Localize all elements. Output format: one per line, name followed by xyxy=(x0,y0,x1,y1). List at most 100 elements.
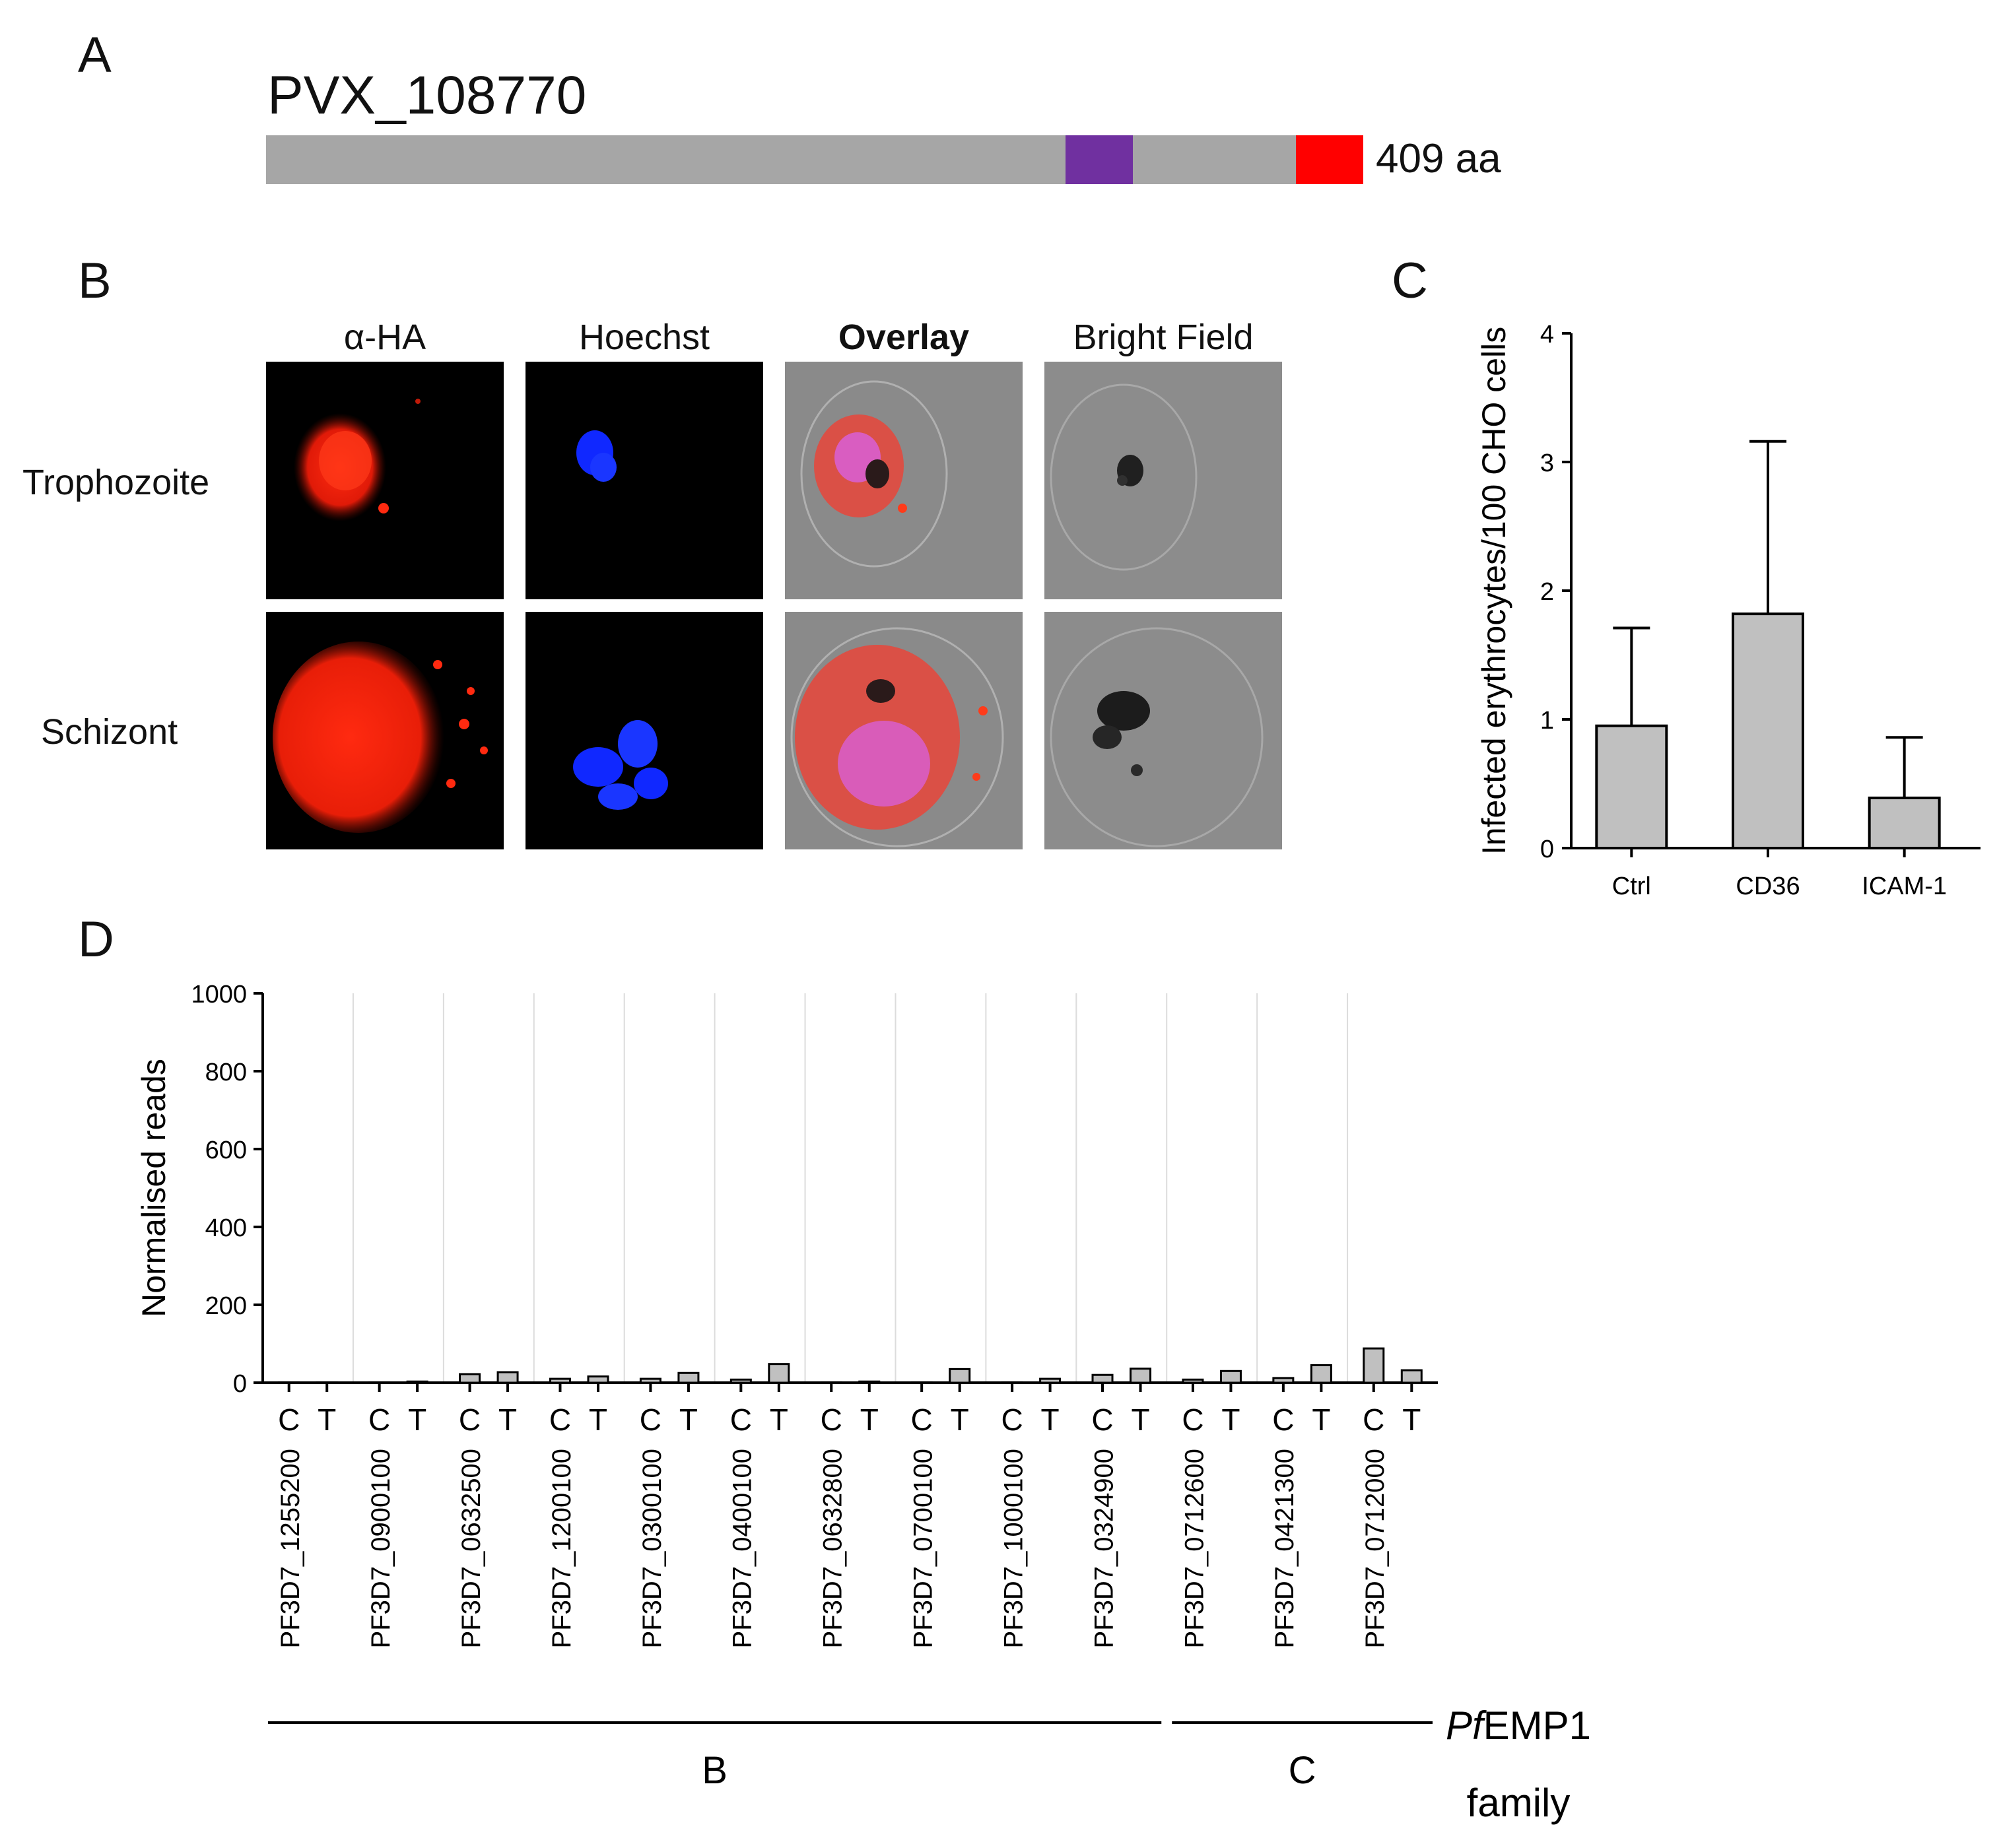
chart-c-ytick-label: 0 xyxy=(1540,836,1554,863)
chart-c-ylabel: Infected erythrocytes/100 CHO cells xyxy=(1475,327,1512,855)
chart-d-sub-label: C xyxy=(278,1402,300,1437)
chart-d-sub-label: C xyxy=(1182,1402,1203,1437)
chart-c-bar xyxy=(1732,612,1804,849)
chart-d-gene-label: PF3D7_0632500 xyxy=(457,1449,486,1648)
image-schizont-alpha-ha xyxy=(266,612,504,849)
chart-d-bar xyxy=(1363,1347,1385,1384)
chart-d-sub-label: T xyxy=(318,1402,336,1437)
chart-d-bar xyxy=(858,1380,881,1384)
chart-d-sub-label: T xyxy=(860,1402,879,1437)
chart-d-bar xyxy=(1130,1368,1152,1384)
image-trophozoite-hoechst xyxy=(525,362,763,599)
chart-d-bar xyxy=(677,1371,700,1384)
protein-domain-2 xyxy=(1296,135,1363,184)
chart-d-gene-label: PF3D7_0700100 xyxy=(909,1449,938,1648)
chart-d-sub-label: T xyxy=(1312,1402,1330,1437)
image-trophozoite-bright-field xyxy=(1044,362,1282,599)
chart-d-bar xyxy=(496,1371,519,1384)
chart-d-sub-label: C xyxy=(911,1402,933,1437)
chart-d-bar xyxy=(1272,1377,1295,1384)
chart-d-sub-label: T xyxy=(1221,1402,1240,1437)
chart-d-bar xyxy=(1219,1370,1242,1384)
chart-d-gene-label: PF3D7_0324900 xyxy=(1089,1449,1118,1648)
col-header-alpha-ha: α-HA xyxy=(343,317,426,357)
chart-c-category-label: CD36 xyxy=(1736,873,1800,900)
chart-d-gene-label: PF3D7_1200100 xyxy=(547,1449,576,1648)
image-schizont-bright-field xyxy=(1044,612,1282,849)
image-schizont-hoechst xyxy=(525,612,763,849)
protein-domain-1 xyxy=(1065,135,1133,184)
chart-d-sub-label: C xyxy=(730,1402,752,1437)
chart-d-ytick-label: 0 xyxy=(233,1370,247,1398)
chart-d-sub-label: C xyxy=(1001,1402,1023,1437)
chart-d-bar xyxy=(459,1373,481,1384)
chart-d-ytick-label: 400 xyxy=(205,1214,247,1242)
chart-d-ytick-label: 600 xyxy=(205,1137,247,1164)
chart-d-bar xyxy=(1182,1378,1204,1384)
panel-letter-b: B xyxy=(78,253,112,309)
chart-c-ytick-label: 4 xyxy=(1540,321,1554,348)
chart-d-gene-label: PF3D7_0632800 xyxy=(819,1449,848,1648)
chart-d-sub-label: T xyxy=(679,1402,698,1437)
col-header-bright-field: Bright Field xyxy=(1073,317,1254,357)
chart-c-bar xyxy=(1595,724,1668,849)
chart-d-sub-label: T xyxy=(1402,1402,1421,1437)
image-trophozoite-alpha-ha xyxy=(266,362,504,599)
chart-d-bar xyxy=(949,1368,971,1384)
chart-c-category-label: ICAM-1 xyxy=(1862,873,1947,900)
chart-d-bar xyxy=(406,1380,428,1384)
chart-d-ytick-label: 200 xyxy=(205,1292,247,1320)
chart-d-sub-label: T xyxy=(770,1402,788,1437)
chart-d-gene-label: PF3D7_1255200 xyxy=(276,1449,305,1648)
chart-d-sub-label: T xyxy=(589,1402,607,1437)
chart-d-bar xyxy=(729,1378,752,1384)
chart-d-gene-label: PF3D7_0900100 xyxy=(366,1449,395,1648)
chart-d-gene-label: PF3D7_1000100 xyxy=(999,1449,1028,1648)
chart-d-sub-label: C xyxy=(1272,1402,1294,1437)
chart-d-bar xyxy=(1400,1369,1423,1384)
col-header-hoechst: Hoechst xyxy=(578,317,710,357)
chart-d-bar xyxy=(1091,1373,1114,1384)
chart-c-ytick-label: 1 xyxy=(1540,707,1554,735)
chart-d-gene-label: PF3D7_0300100 xyxy=(638,1449,667,1648)
chart-d-sub-label: C xyxy=(459,1402,481,1437)
panel-letter-a: A xyxy=(78,27,112,83)
chart-d-sub-label: T xyxy=(951,1402,969,1437)
chart-d-bar xyxy=(768,1363,790,1384)
chart-d-sub-label: C xyxy=(1363,1402,1384,1437)
chart-d-gene-label: PF3D7_0421300 xyxy=(1270,1449,1299,1648)
image-schizont-overlay xyxy=(785,612,1023,849)
chart-d-bar xyxy=(1310,1364,1332,1384)
chart-d-bar xyxy=(587,1375,609,1384)
chart-d-ytick-label: 1000 xyxy=(191,981,247,1008)
protein-track xyxy=(266,135,1363,184)
chart-d-ylabel: Normalised reads xyxy=(135,1059,172,1317)
row-header-trophozoite: Trophozoite xyxy=(22,463,210,502)
chart-d-group-label: C xyxy=(1289,1749,1316,1792)
panel-letter-c: C xyxy=(1392,253,1428,309)
chart-c-bar xyxy=(1868,796,1941,850)
chart-d-sub-label: T xyxy=(408,1402,426,1437)
chart-d-gene-label: PF3D7_0712000 xyxy=(1361,1449,1390,1648)
chart-c-category-label: Ctrl xyxy=(1612,873,1651,900)
chart-d-sub-label: C xyxy=(549,1402,571,1437)
col-header-overlay: Overlay xyxy=(838,317,970,357)
protein-length-label: 409 aa xyxy=(1376,136,1501,182)
chart-d-bar xyxy=(1039,1377,1062,1384)
chart-d-sub-label: C xyxy=(368,1402,390,1437)
chart-d-sub-label: T xyxy=(498,1402,517,1437)
chart-d-family-label-line2: family xyxy=(1467,1781,1571,1825)
chart-d-group-label: B xyxy=(702,1749,728,1792)
row-header-schizont: Schizont xyxy=(41,712,178,752)
chart-c-ytick-label: 3 xyxy=(1540,449,1554,477)
chart-d-sub-label: T xyxy=(1131,1402,1149,1437)
chart-d-gene-label: PF3D7_0712600 xyxy=(1180,1449,1209,1648)
chart-d-family-label: PfEMP1 xyxy=(1446,1703,1591,1748)
chart-d-sub-label: C xyxy=(1091,1402,1113,1437)
chart-d-bar xyxy=(549,1377,571,1384)
chart-d-sub-label: C xyxy=(640,1402,661,1437)
image-trophozoite-overlay xyxy=(785,362,1023,599)
chart-d-gene-label: PF3D7_0400100 xyxy=(728,1449,757,1648)
protein-name: PVX_108770 xyxy=(267,65,587,125)
